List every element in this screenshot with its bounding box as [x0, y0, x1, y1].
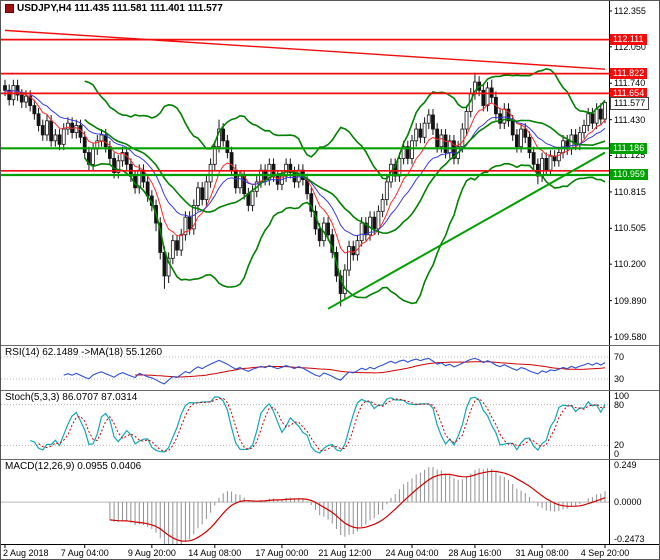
- chart-icon: [5, 4, 14, 13]
- rsi-panel[interactable]: [1, 356, 609, 385]
- main-panel[interactable]: [1, 29, 609, 310]
- rsi-indicator-title: RSI(14) 62.1489 ->MA(18) 55.1260: [5, 347, 163, 358]
- macd-indicator-title: MACD(12,26,9) 0.0955 0.0406: [5, 461, 142, 472]
- stoch-panel[interactable]: [1, 396, 609, 454]
- chart-title: USDJPY,H4 111.435 111.581 111.401 111.57…: [5, 3, 223, 14]
- macd-panel[interactable]: [1, 467, 609, 548]
- stoch-indicator-title: Stoch(5,3,3) 86.0707 87.0314: [5, 392, 138, 403]
- chart-title-text: USDJPY,H4 111.435 111.581 111.401 111.57…: [17, 3, 223, 14]
